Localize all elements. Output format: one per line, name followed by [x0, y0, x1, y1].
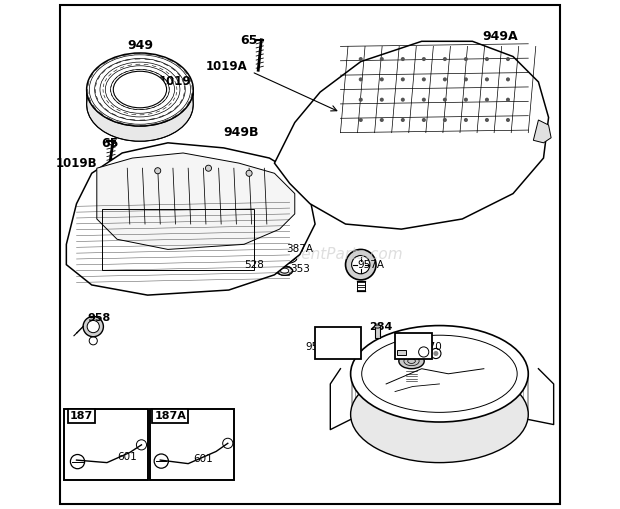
Ellipse shape — [113, 71, 167, 108]
Polygon shape — [97, 153, 294, 249]
Text: 1019: 1019 — [159, 75, 192, 89]
FancyBboxPatch shape — [397, 350, 407, 355]
FancyBboxPatch shape — [64, 409, 148, 480]
Text: 670: 670 — [422, 342, 441, 352]
Circle shape — [422, 57, 426, 61]
Ellipse shape — [277, 266, 293, 275]
Circle shape — [433, 351, 438, 356]
Text: 387A: 387A — [286, 244, 313, 254]
Text: 65: 65 — [241, 34, 258, 47]
Circle shape — [380, 98, 384, 102]
Circle shape — [401, 98, 405, 102]
Text: 957A: 957A — [357, 260, 384, 270]
Text: 65: 65 — [101, 137, 118, 150]
Polygon shape — [66, 143, 315, 295]
Circle shape — [464, 77, 468, 81]
Circle shape — [205, 165, 211, 171]
FancyBboxPatch shape — [244, 250, 250, 275]
Circle shape — [87, 321, 99, 333]
Circle shape — [464, 57, 468, 61]
Ellipse shape — [350, 366, 528, 463]
Ellipse shape — [243, 273, 250, 276]
Polygon shape — [533, 120, 551, 143]
Text: 187: 187 — [70, 411, 93, 421]
Text: 1019B: 1019B — [56, 157, 97, 169]
Ellipse shape — [281, 268, 289, 273]
Text: 188: 188 — [402, 341, 425, 351]
Circle shape — [154, 167, 161, 174]
Circle shape — [443, 77, 447, 81]
Circle shape — [401, 77, 405, 81]
Circle shape — [246, 170, 252, 176]
Text: 601: 601 — [117, 451, 137, 462]
Circle shape — [352, 256, 370, 274]
Ellipse shape — [272, 247, 297, 262]
Text: eReplacementParts.com: eReplacementParts.com — [216, 247, 404, 262]
Text: 949: 949 — [127, 39, 153, 52]
Circle shape — [359, 118, 363, 122]
Circle shape — [359, 57, 363, 61]
Text: 972: 972 — [330, 337, 353, 347]
Circle shape — [422, 98, 426, 102]
Text: 528: 528 — [244, 260, 264, 270]
Ellipse shape — [374, 325, 381, 328]
Text: 958: 958 — [87, 313, 111, 323]
Text: 353: 353 — [290, 264, 310, 274]
Text: 187A: 187A — [154, 411, 187, 421]
Ellipse shape — [350, 326, 528, 422]
FancyBboxPatch shape — [315, 327, 361, 358]
Circle shape — [506, 57, 510, 61]
Circle shape — [359, 98, 363, 102]
Circle shape — [422, 118, 426, 122]
Circle shape — [380, 77, 384, 81]
Circle shape — [464, 118, 468, 122]
Circle shape — [401, 118, 405, 122]
Text: 1019A: 1019A — [205, 60, 247, 73]
Circle shape — [485, 77, 489, 81]
Circle shape — [422, 77, 426, 81]
Ellipse shape — [399, 353, 424, 369]
Text: 601: 601 — [193, 454, 213, 464]
Circle shape — [401, 57, 405, 61]
Circle shape — [464, 98, 468, 102]
Circle shape — [345, 249, 376, 280]
Circle shape — [485, 118, 489, 122]
Circle shape — [485, 98, 489, 102]
Circle shape — [506, 98, 510, 102]
Circle shape — [443, 118, 447, 122]
Text: 949B: 949B — [224, 126, 259, 139]
Circle shape — [443, 98, 447, 102]
Circle shape — [485, 57, 489, 61]
Circle shape — [506, 77, 510, 81]
FancyBboxPatch shape — [375, 327, 380, 338]
Circle shape — [380, 118, 384, 122]
Ellipse shape — [87, 53, 193, 126]
Text: 957: 957 — [305, 342, 325, 352]
Circle shape — [359, 77, 363, 81]
Polygon shape — [87, 90, 193, 141]
Circle shape — [380, 57, 384, 61]
Circle shape — [506, 118, 510, 122]
Polygon shape — [275, 41, 549, 229]
FancyBboxPatch shape — [396, 333, 432, 358]
Circle shape — [443, 57, 447, 61]
Ellipse shape — [243, 249, 250, 252]
Text: 949A: 949A — [482, 30, 518, 43]
FancyBboxPatch shape — [150, 409, 234, 480]
Circle shape — [83, 317, 104, 337]
Text: 284: 284 — [370, 322, 392, 331]
